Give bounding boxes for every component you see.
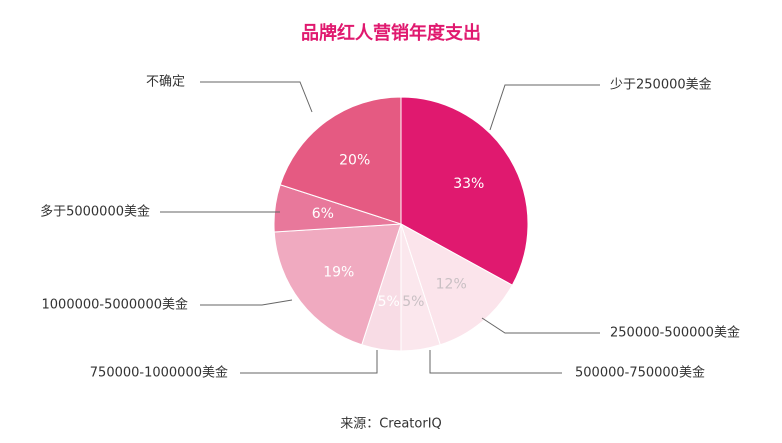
- slice-label: 750000-1000000美金: [90, 365, 228, 381]
- leader-line: [481, 317, 600, 334]
- pie-slice: [400, 96, 529, 286]
- value-label: 6%: [312, 206, 334, 222]
- value-label: 5%: [378, 294, 400, 310]
- leader-line: [200, 299, 293, 306]
- leader-line: [489, 84, 600, 131]
- value-label: 19%: [323, 264, 354, 280]
- leader-line: [240, 350, 378, 374]
- pie-slice: [273, 223, 402, 346]
- leader-line: [200, 81, 313, 113]
- value-label: 5%: [402, 294, 424, 310]
- value-label: 12%: [436, 277, 467, 293]
- value-label: 33%: [453, 176, 484, 192]
- slice-label: 1000000-5000000美金: [42, 297, 189, 313]
- leader-line: [429, 350, 562, 374]
- slice-label: 250000-500000美金: [610, 325, 740, 341]
- slice-label: 500000-750000美金: [575, 365, 705, 381]
- slice-label: 少于250000美金: [610, 77, 712, 93]
- chart-title: 品牌红人营销年度支出: [301, 22, 481, 44]
- pie-slice: [279, 96, 402, 225]
- source: 来源：CreatorIQ: [340, 417, 442, 432]
- value-label: 20%: [339, 152, 370, 168]
- slice-label: 多于5000000美金: [40, 204, 150, 220]
- slice-label: 不确定: [146, 75, 185, 90]
- pie-slice: [400, 222, 513, 346]
